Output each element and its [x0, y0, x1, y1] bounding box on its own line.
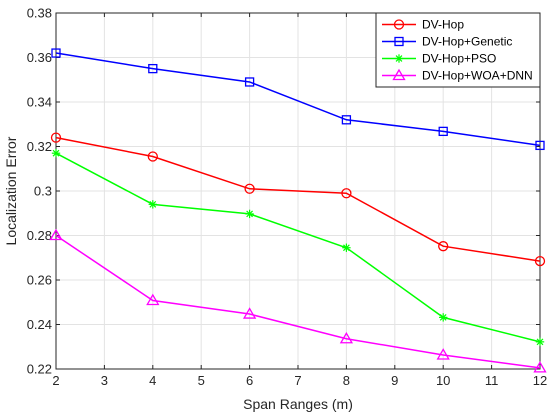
y-tick-label: 0.34 — [27, 95, 52, 110]
y-tick-label: 0.28 — [27, 228, 52, 243]
series-group — [49, 48, 547, 373]
x-tick-label: 7 — [294, 373, 301, 388]
series-3 — [51, 148, 545, 347]
legend-entry: DV-Hop — [382, 18, 464, 32]
x-tick-label: 8 — [343, 373, 350, 388]
x-tick-label: 5 — [198, 373, 205, 388]
x-tick-label: 3 — [101, 373, 108, 388]
y-tick-label: 0.32 — [27, 139, 52, 154]
data-point — [244, 183, 255, 194]
y-tick-label: 0.36 — [27, 50, 52, 65]
legend: DV-Hop DV-Hop+Genetic DV-Hop+PSO DV-Hop+WOA… — [375, 12, 541, 88]
x-tick-labels: 2 3 4 5 6 7 8 9 10 11 12 — [52, 373, 547, 388]
series-4 — [49, 228, 547, 373]
data-point — [148, 63, 158, 74]
y-tick-labels: 0.22 0.24 0.26 0.28 0.3 0.32 0.34 0.36 0.38 — [27, 6, 52, 377]
data-point — [50, 132, 62, 143]
data-point — [535, 140, 545, 151]
data-point — [242, 307, 257, 319]
y-tick-label: 0.38 — [27, 6, 52, 21]
data-point — [535, 337, 545, 347]
x-tick-label: 6 — [246, 373, 253, 388]
data-point — [51, 48, 61, 58]
legend-label: DV-Hop+Genetic — [422, 35, 512, 49]
data-point — [146, 293, 160, 306]
data-point — [339, 331, 354, 344]
series-line — [55, 52, 541, 147]
series-2 — [51, 48, 545, 151]
y-tick-label: 0.3 — [34, 184, 52, 199]
data-point — [148, 200, 157, 209]
legend-marker — [393, 19, 405, 30]
x-tick-label: 4 — [149, 373, 156, 388]
x-tick-label: 2 — [52, 373, 59, 388]
data-point — [244, 77, 255, 87]
data-point — [49, 228, 63, 241]
y-tick-label: 0.22 — [27, 362, 52, 377]
data-point — [534, 255, 546, 267]
series-line — [55, 136, 541, 262]
y-tick-label: 0.26 — [27, 273, 52, 288]
legend-label: DV-Hop — [422, 18, 464, 32]
legend-entry: DV-Hop+WOA+DNN — [382, 69, 533, 83]
y-tick-label: 0.24 — [27, 317, 52, 332]
x-tick-label: 10 — [436, 373, 450, 388]
y-axis-label: Localization Error — [3, 136, 19, 245]
data-point — [342, 243, 351, 252]
x-tick-label: 9 — [391, 373, 398, 388]
data-point — [341, 188, 352, 199]
data-point — [436, 348, 450, 360]
data-point — [341, 115, 352, 125]
series-line — [55, 152, 541, 343]
data-point — [245, 209, 254, 219]
series-line — [55, 234, 541, 369]
data-point — [533, 361, 547, 373]
data-point — [438, 126, 448, 137]
data-point — [147, 151, 158, 162]
series-1 — [50, 132, 546, 267]
legend-marker — [394, 36, 404, 47]
legend-label: DV-Hop+WOA+DNN — [422, 69, 533, 83]
data-point — [438, 241, 449, 252]
x-axis-label: Span Ranges (m) — [243, 396, 353, 412]
legend-marker — [392, 68, 406, 81]
legend-entry: DV-Hop+Genetic — [382, 35, 512, 49]
x-tick-label: 11 — [485, 373, 499, 388]
x-tick-label: 12 — [533, 373, 547, 388]
data-point — [439, 313, 448, 322]
legend-marker — [394, 54, 404, 63]
data-point — [51, 148, 61, 158]
legend-label: DV-Hop+PSO — [422, 52, 496, 66]
legend-entry: DV-Hop+PSO — [382, 52, 496, 66]
